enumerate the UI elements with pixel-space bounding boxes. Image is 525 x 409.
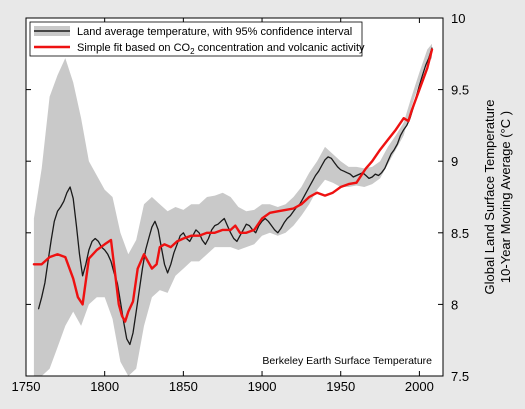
legend-label-fit: Simple fit based on CO2 concentration an… [77,42,365,56]
y-axis: 7.5 8 8.5 9 9.5 10 [26,11,469,384]
observed-series-layer [37,47,433,346]
y-axis-title-line-1: Global Land Surface Temperature [482,100,497,295]
y-tick-label: 8 [451,297,458,312]
fit-series-layer [32,48,434,323]
y-tick-label: 9.5 [451,83,469,98]
co2-volcanic-fit-line [32,48,434,323]
plot-frame [25,17,444,377]
x-tick-label: 1900 [248,379,277,394]
y-tick-label: 8.5 [451,226,469,241]
y-tick-label: 7.5 [451,369,469,384]
legend-box [29,21,363,57]
x-tick-label: 1800 [90,379,119,394]
legend-label-observed: Land average temperature, with 95% confi… [77,26,352,38]
y-axis-title-line-2: 10-Year Moving Average (°C ) [498,111,513,283]
y-axis-title: Global Land Surface Temperature 10-Year … [482,100,513,295]
observed-temperature-line [37,47,433,346]
y-tick-label: 10 [451,11,465,26]
y-tick-label: 9 [451,154,458,169]
x-tick-label: 1750 [12,379,41,394]
x-tick-label: 1850 [169,379,198,394]
legend: Land average temperature, with 95% confi… [29,21,365,57]
x-tick-label: 1950 [326,379,355,394]
x-tick-label: 2000 [405,379,434,394]
source-annotation: Berkeley Earth Surface Temperature [262,355,432,367]
